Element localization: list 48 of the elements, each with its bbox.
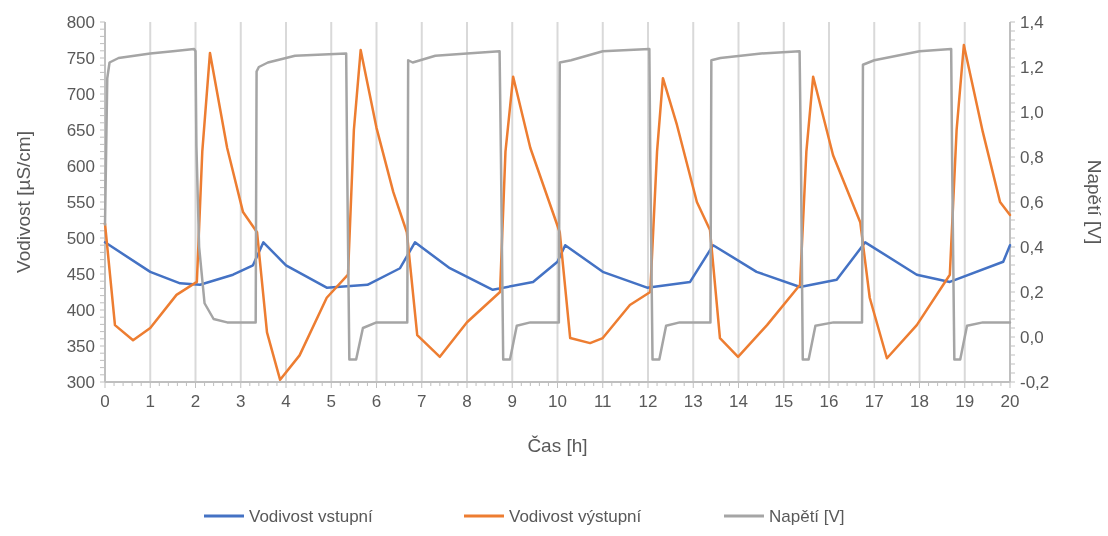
x-tick-label: 0 [100,392,110,411]
x-tick-label: 9 [507,392,517,411]
x-tick-label: 20 [1000,392,1020,411]
x-tick-label: 16 [819,392,839,411]
y-tick-label: 550 [66,192,95,212]
y2-tick-label: 1,2 [1020,57,1044,77]
y2-tick-label: -0,2 [1020,372,1050,392]
y-tick-label: 600 [66,156,95,176]
y-tick-label: 400 [66,300,95,320]
x-tick-label: 13 [683,392,703,411]
y2-tick-label: 0,8 [1020,147,1044,167]
x-tick-label: 1 [145,392,155,411]
x-tick-label: 18 [910,392,929,411]
x-tick-label: 12 [638,392,658,411]
legend-label: Vodivost vstupní [249,507,374,526]
y-tick-label: 800 [66,12,95,32]
x-tick-label: 4 [281,392,291,411]
x-axis-title: Čas [h] [527,435,588,456]
y-tick-label: 650 [66,120,95,140]
y2-tick-label: 1,0 [1020,102,1044,122]
y-axis-title: Vodivost [µS/cm] [13,131,34,273]
y2-tick-label: 0,4 [1020,237,1044,257]
x-tick-label: 6 [371,392,382,411]
y-tick-label: 750 [66,48,95,68]
line-series [103,241,1012,292]
x-tick-label: 5 [326,392,336,411]
x-tick-label: 15 [774,392,794,411]
y-tick-label: 700 [66,84,95,104]
y-tick-label: 500 [66,228,95,248]
x-tick-label: 10 [548,392,567,411]
y2-tick-label: 1,4 [1020,12,1044,32]
y-tick-label: 350 [66,336,95,356]
legend-label: Vodivost výstupní [509,507,642,526]
y2-axis-title: Napětí [V] [1084,159,1105,245]
y2-tick-label: 0,0 [1020,327,1044,347]
y2-tick-label: 0,6 [1020,192,1044,212]
x-tick-label: 11 [593,392,612,411]
x-tick-label: 2 [190,392,201,411]
x-tick-label: 17 [864,392,884,411]
x-tick-label: 7 [417,392,427,411]
y-tick-label: 450 [66,264,95,284]
x-tick-label: 8 [462,392,472,411]
y2-tick-label: 0,2 [1020,282,1044,302]
legend-label: Napětí [V] [769,507,845,526]
x-tick-label: 3 [236,392,246,411]
x-tick-label: 14 [729,392,748,411]
y-tick-label: 300 [66,372,95,392]
x-tick-label: 19 [955,392,975,411]
